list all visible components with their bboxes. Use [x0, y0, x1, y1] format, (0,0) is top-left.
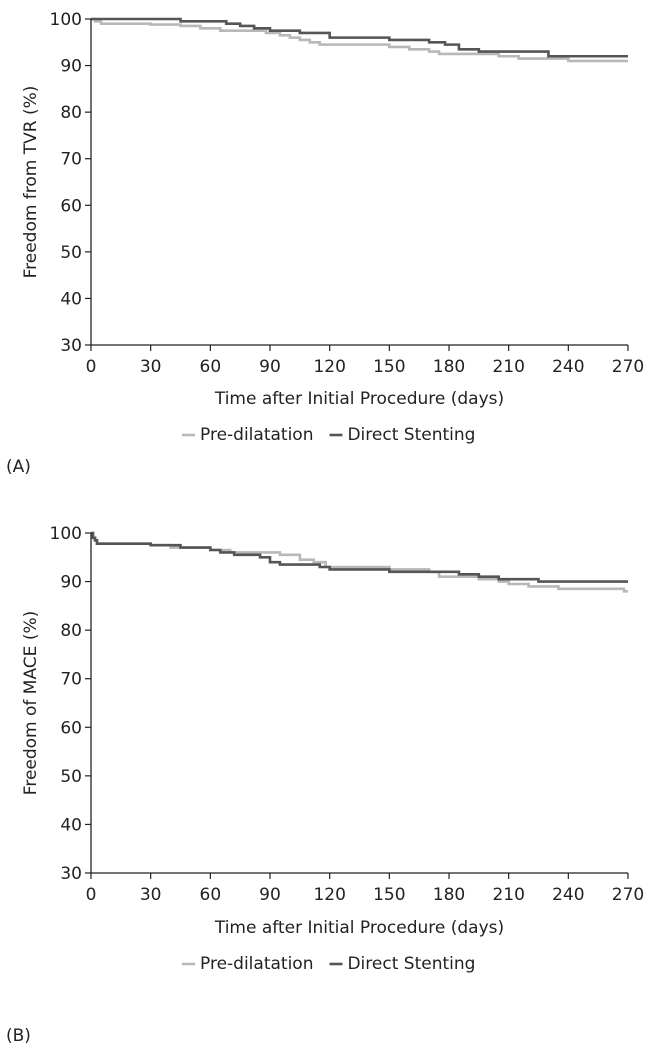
x-tick-label-a: 150: [373, 357, 405, 377]
y-tick-label-a: 50: [60, 243, 82, 263]
y-tick-label-a: 60: [60, 196, 82, 216]
x-tick-label-a: 30: [140, 357, 162, 377]
x-tick-label-a: 210: [492, 357, 524, 377]
legend-label-a: Pre-dilatation: [200, 425, 313, 445]
legend-label-b: Pre-dilatation: [200, 954, 313, 974]
x-tick-label-b: 180: [433, 885, 465, 905]
x-tick-label-a: 90: [259, 357, 281, 377]
chart-panel-a: 30 40 50 60 70 80 90 100 0 30 60 90 120 150 180 210 240 2…: [0, 0, 647, 520]
y-tick-label-b: 90: [60, 573, 82, 593]
y-tick-label-b: 40: [60, 815, 82, 835]
y-axis-title-b: Freedom of MACE (%): [21, 611, 41, 795]
y-tick-label-a: 80: [60, 103, 82, 123]
y-tick-label-b: 60: [60, 718, 82, 738]
panel-label-b: (B): [6, 1026, 31, 1046]
x-tick-label-b: 0: [86, 885, 97, 905]
x-tick-label-a: 180: [433, 357, 465, 377]
y-tick-label-a: 30: [60, 336, 82, 356]
x-tick-label-b: 120: [313, 885, 345, 905]
y-axis-title-a: Freedom from TVR (%): [21, 86, 41, 279]
x-tick-label-b: 60: [200, 885, 222, 905]
y-tick-label-a: 40: [60, 289, 82, 309]
legend-label-a: Direct Stenting: [347, 425, 475, 445]
x-axis-title-b: Time after Initial Procedure (days): [214, 918, 504, 938]
panel-label-a: (A): [6, 457, 31, 477]
x-tick-label-b: 90: [259, 885, 281, 905]
x-tick-label-a: 60: [200, 357, 222, 377]
y-tick-label-a: 90: [60, 57, 82, 77]
legend-label-b: Direct Stenting: [347, 954, 475, 974]
y-tick-label-b: 70: [60, 670, 82, 690]
y-tick-label-b: 30: [60, 864, 82, 884]
x-tick-label-a: 270: [612, 357, 644, 377]
series-line-a-direct-stenting: [91, 17, 628, 58]
x-tick-label-b: 270: [612, 885, 644, 905]
x-tick-label-b: 30: [140, 885, 162, 905]
x-tick-label-a: 0: [86, 357, 97, 377]
y-tick-label-b: 100: [50, 524, 82, 544]
x-tick-label-b: 150: [373, 885, 405, 905]
y-tick-label-b: 80: [60, 621, 82, 641]
y-tick-label-a: 70: [60, 150, 82, 170]
x-tick-label-b: 240: [552, 885, 584, 905]
y-tick-label-a: 100: [50, 10, 82, 30]
x-tick-label-b: 210: [492, 885, 524, 905]
x-tick-label-a: 120: [313, 357, 345, 377]
y-tick-label-b: 50: [60, 767, 82, 787]
series-line-a-pre-dilatation: [91, 17, 628, 63]
x-tick-label-a: 240: [552, 357, 584, 377]
x-axis-title-a: Time after Initial Procedure (days): [214, 389, 504, 409]
chart-panel-b: 30 40 50 60 70 80 90 100 0 30 60 90 120 150 180 210 240 2…: [0, 520, 647, 1048]
series-line-b-direct-stenting: [91, 531, 628, 583]
